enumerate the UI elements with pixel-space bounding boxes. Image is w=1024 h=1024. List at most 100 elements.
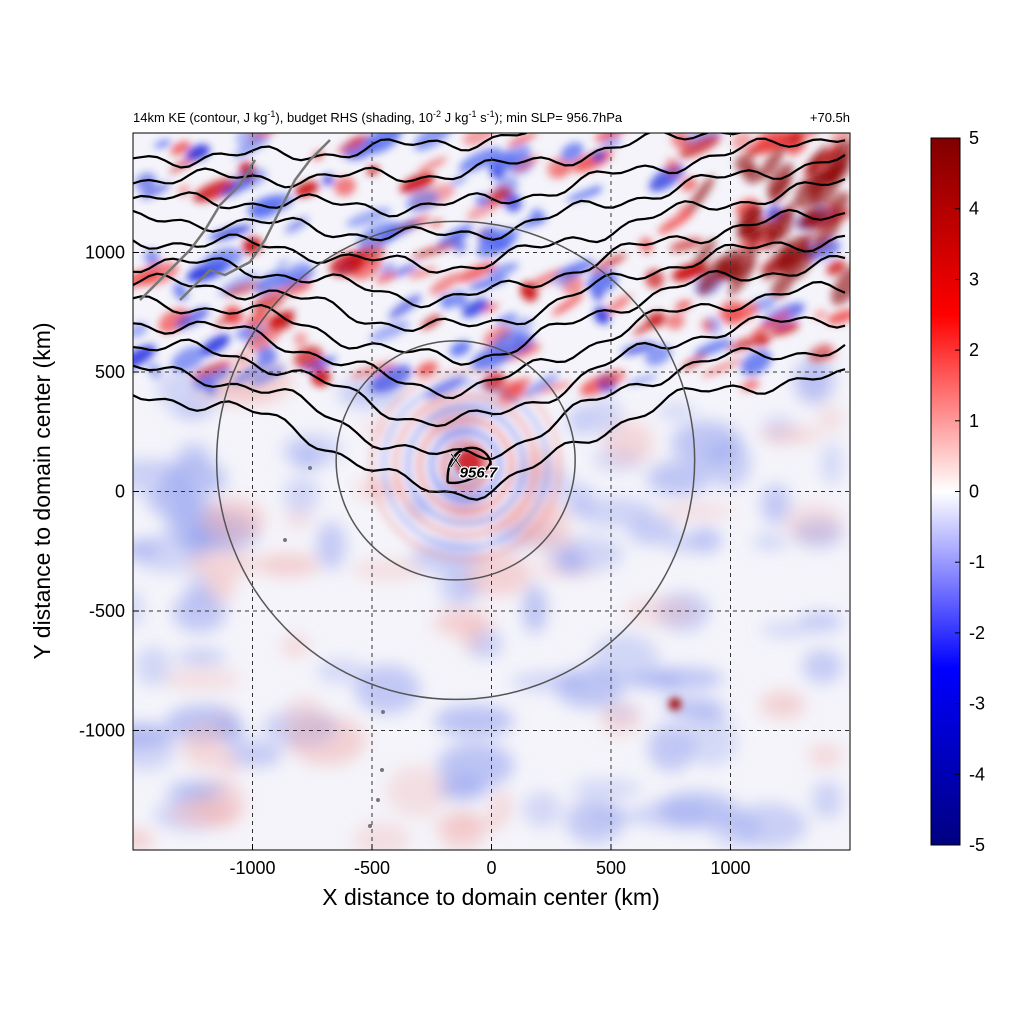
shading-blob — [450, 810, 475, 823]
shading-streak — [133, 344, 156, 370]
shading-streak — [171, 346, 206, 372]
shading-blob — [760, 691, 806, 719]
shading-core — [777, 246, 797, 273]
shading-streak — [599, 370, 626, 386]
storm-ring — [417, 416, 515, 514]
shading-blob — [437, 742, 514, 789]
shading-streak — [592, 289, 604, 301]
island — [308, 466, 312, 470]
x-tick-label: 500 — [596, 858, 626, 878]
y-tick-label: 0 — [115, 482, 125, 502]
shading-streak — [644, 344, 672, 366]
shading-streak — [679, 134, 721, 159]
shading-blob — [355, 478, 406, 500]
shading-streak — [551, 293, 584, 316]
shading-core — [694, 238, 716, 268]
ke-contour-line — [133, 133, 529, 169]
shading-core — [789, 231, 814, 265]
shading-streak — [808, 343, 834, 363]
shading-streak — [276, 258, 289, 268]
shading-streak — [279, 280, 312, 296]
colorbar-tick-label: -3 — [969, 694, 985, 714]
shading-blob — [752, 534, 788, 549]
colorbar-tick-label: 2 — [969, 340, 979, 360]
shading-streak — [522, 373, 559, 398]
shading-streak — [829, 133, 850, 145]
shading-streak — [588, 185, 602, 195]
shading-blob — [284, 509, 313, 529]
shading-streak — [480, 303, 499, 313]
shading-streak — [682, 133, 722, 147]
storm-contour — [446, 446, 492, 485]
colorbar-tick-label: -5 — [969, 835, 985, 855]
colorbar-tick-label: 1 — [969, 411, 979, 431]
shading-streak — [154, 139, 172, 148]
shading-blob — [523, 584, 547, 634]
storm-ring — [381, 380, 551, 550]
shading-core — [794, 169, 827, 209]
shading-blob — [353, 822, 411, 850]
shading-blob — [434, 705, 514, 737]
shading-streak — [594, 133, 626, 141]
colorbar-tick-label: -2 — [969, 623, 985, 643]
shading-streak — [357, 221, 402, 250]
shading-streak — [245, 311, 268, 329]
shading-core — [789, 247, 816, 281]
ke-contour-line — [133, 154, 846, 242]
shading-blob — [760, 622, 810, 638]
shading-core — [750, 218, 771, 244]
island — [380, 768, 384, 772]
shading-core — [735, 154, 755, 174]
shading-streak — [224, 281, 265, 297]
shading-blob — [759, 427, 820, 443]
shading-streak — [268, 312, 294, 331]
shading-streak — [694, 338, 732, 357]
shading-blob — [422, 396, 476, 435]
shading-streak — [400, 173, 435, 194]
y-axis-label: Y distance to domain center (km) — [29, 322, 55, 659]
shading-streak — [645, 269, 664, 289]
min-slp-label: 956.7 — [460, 464, 498, 481]
shading-blob — [283, 477, 319, 515]
shading-streak — [462, 298, 489, 318]
shading-layer — [133, 133, 850, 850]
y-tick-label: -1000 — [79, 721, 125, 741]
colorbar-tick-label: 5 — [969, 128, 979, 148]
shading-streak — [494, 144, 531, 171]
shading-blob — [173, 405, 212, 419]
shading-streak — [429, 272, 462, 295]
shading-blob — [647, 724, 695, 772]
shading-streak — [476, 228, 519, 258]
shading-streak — [191, 360, 232, 380]
shading-blob — [671, 420, 742, 466]
colorbar-tick-label: 3 — [969, 269, 979, 289]
shading-streak — [621, 342, 656, 356]
shading-streak — [293, 332, 308, 347]
x-tick-label: 0 — [486, 858, 496, 878]
storm-ring — [369, 368, 563, 562]
ke-contour-line — [133, 178, 846, 274]
shading-streak — [322, 173, 335, 186]
shading-blob — [603, 420, 654, 465]
island — [283, 538, 287, 542]
shading-blob — [521, 527, 576, 552]
shading-blob — [666, 536, 695, 554]
shading-blob — [135, 646, 171, 687]
shading-streak — [369, 320, 410, 343]
shading-streak — [135, 172, 157, 192]
shading-blob — [490, 790, 512, 820]
shading-blob — [202, 498, 265, 542]
range-circles — [215, 220, 696, 701]
ke-contour-line — [133, 315, 846, 428]
shading-blob — [458, 611, 484, 653]
shading-streak — [411, 242, 457, 259]
shading-blob — [133, 590, 144, 628]
shading-blob — [133, 829, 154, 850]
shading-streak — [214, 312, 237, 328]
x-tick-label: 1000 — [710, 858, 750, 878]
shading-streak — [732, 133, 753, 151]
chart-title: 14km KE (contour, J kg-1), budget RHS (s… — [133, 109, 623, 125]
shading-core — [826, 163, 841, 182]
storm-ring — [441, 440, 491, 490]
shading-streak — [724, 302, 759, 325]
